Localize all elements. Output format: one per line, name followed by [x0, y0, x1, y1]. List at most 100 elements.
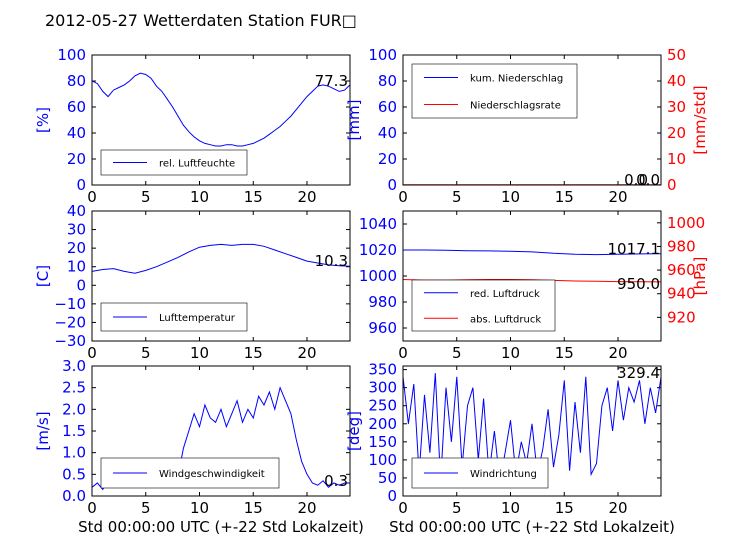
x-tick-label: 10: [190, 344, 209, 362]
x-tick-label: 0: [398, 344, 408, 362]
y2-tick-label: 920: [667, 308, 696, 326]
x-tick-label: 5: [141, 188, 151, 206]
value-annotation: 77.3: [315, 72, 348, 90]
y-tick-label: 0: [387, 487, 397, 505]
series-line: [403, 249, 661, 256]
x-tick-label: 15: [244, 499, 263, 517]
legend-box: [411, 457, 549, 489]
y2-tick-label: 980: [667, 237, 696, 255]
y-tick-label: 960: [368, 319, 397, 337]
legend-label: Niederschlagsrate: [470, 101, 561, 112]
y-tick-label: 150: [368, 433, 397, 451]
figure-title: 2012-05-27 Wetterdaten Station FUR□: [45, 11, 357, 30]
y-tick-label: −20: [54, 313, 86, 331]
y-axis-label: [m/s]: [34, 411, 52, 450]
y2-tick-label: 0: [667, 176, 677, 194]
x-axis-label: Std 00:00:00 UTC (+-22 Std Lokalzeit): [78, 518, 364, 536]
y-tick-label: 1040: [359, 215, 397, 233]
x-tick-label: 20: [297, 344, 316, 362]
y-tick-label: 40: [67, 202, 86, 220]
x-tick-label: 20: [608, 499, 627, 517]
x-tick-label: 5: [141, 344, 151, 362]
y-tick-label: 350: [368, 361, 397, 379]
y-tick-label: 100: [368, 46, 397, 64]
plot-frame: [91, 54, 351, 186]
legend-box: [411, 63, 578, 119]
y-axis-label: [mm]: [345, 100, 363, 141]
plot-frame: [402, 210, 662, 342]
y2-tick-label: 10: [667, 150, 686, 168]
plot-frame: [91, 365, 351, 497]
y-tick-label: 100: [368, 451, 397, 469]
y-tick-label: −10: [54, 295, 86, 313]
x-tick-label: 15: [555, 344, 574, 362]
panel-wind-speed: 0 5 10 15 20 0.0 0.5 1.0 1.5 2.0 2.5 3.0 [m/s] Std 00…: [34, 357, 364, 536]
y-tick-label: 200: [368, 415, 397, 433]
y2-axis-label: [hPa]: [691, 257, 709, 296]
y-tick-label: 0: [76, 276, 86, 294]
x-tick-label: 15: [244, 344, 263, 362]
y-axis-label: [C]: [34, 265, 52, 287]
panel-humidity: 0 5 10 15 20 0 20 40 60 80 100 [%] rel. Luftfeuchte 7…: [34, 46, 351, 206]
y-tick-label: 1.0: [62, 444, 86, 462]
y-tick-label: 80: [67, 72, 86, 90]
y2-tick-label: 20: [667, 124, 686, 142]
panel-pressure: 0 5 10 15 20 960 980 1000 1020 1040 920 940 960 980 10…: [359, 210, 709, 362]
y-tick-label: 50: [378, 469, 397, 487]
panel-precip: 0 5 10 15 20 0 20 40 60 80 100 0 10 20 30 40 50 [mm] [mm/s…: [345, 46, 709, 206]
x-tick-label: 10: [190, 499, 209, 517]
x-tick-label: 20: [297, 499, 316, 517]
legend-box: [411, 279, 556, 332]
y-tick-label: 0: [76, 176, 86, 194]
x-tick-label: 0: [398, 188, 408, 206]
x-tick-label: 20: [608, 188, 627, 206]
y-tick-label: 2.5: [62, 379, 86, 397]
series-line: [403, 373, 661, 482]
y-tick-label: 0.5: [62, 465, 86, 483]
y2-tick-label: 1000: [667, 214, 705, 232]
y-tick-label: −30: [54, 332, 86, 350]
value-annotation: 1017.1: [608, 240, 661, 258]
y-axis-label: [deg]: [345, 411, 363, 451]
x-tick-label: 10: [190, 188, 209, 206]
y-tick-label: 3.0: [62, 357, 86, 375]
legend-label: abs. Luftdruck: [470, 314, 541, 325]
x-tick-label: 10: [501, 499, 520, 517]
y-tick-label: 10: [67, 258, 86, 276]
series-line: [92, 243, 350, 274]
x-tick-label: 15: [555, 188, 574, 206]
value-annotation: 0.0: [624, 171, 648, 189]
x-tick-label: 5: [452, 499, 462, 517]
y-tick-label: 0: [387, 176, 397, 194]
x-tick-label: 0: [398, 499, 408, 517]
x-tick-label: 0: [87, 499, 97, 517]
y-tick-label: 20: [67, 150, 86, 168]
y2-tick-label: 40: [667, 72, 686, 90]
y-tick-label: 100: [57, 46, 86, 64]
value-annotation: 0.3: [324, 472, 348, 490]
y-tick-label: 2.0: [62, 400, 86, 418]
series-line: [92, 72, 350, 147]
x-axis-label: Std 00:00:00 UTC (+-22 Std Lokalzeit): [389, 518, 675, 536]
plot-frame: [402, 54, 662, 186]
value-annotation: 10.3: [315, 252, 348, 270]
plot-frame: [402, 365, 662, 497]
y-tick-label: 1000: [359, 267, 397, 285]
y-tick-label: 40: [67, 124, 86, 142]
value-annotation: 0.0: [636, 171, 660, 189]
x-tick-label: 20: [608, 344, 627, 362]
x-tick-label: 10: [501, 188, 520, 206]
legend-label: Windgeschwindigkeit: [159, 469, 265, 480]
y-tick-label: 980: [368, 293, 397, 311]
plot-frame: [91, 210, 351, 342]
y-tick-label: 80: [378, 72, 397, 90]
y-tick-label: 60: [378, 98, 397, 116]
y-tick-label: 20: [67, 239, 86, 257]
y-tick-label: 40: [378, 124, 397, 142]
legend-label: red. Luftdruck: [470, 289, 540, 300]
legend-label: kum. Niederschlag: [470, 74, 563, 85]
y-tick-label: 250: [368, 397, 397, 415]
x-tick-label: 0: [87, 188, 97, 206]
y2-tick-label: 940: [667, 285, 696, 303]
